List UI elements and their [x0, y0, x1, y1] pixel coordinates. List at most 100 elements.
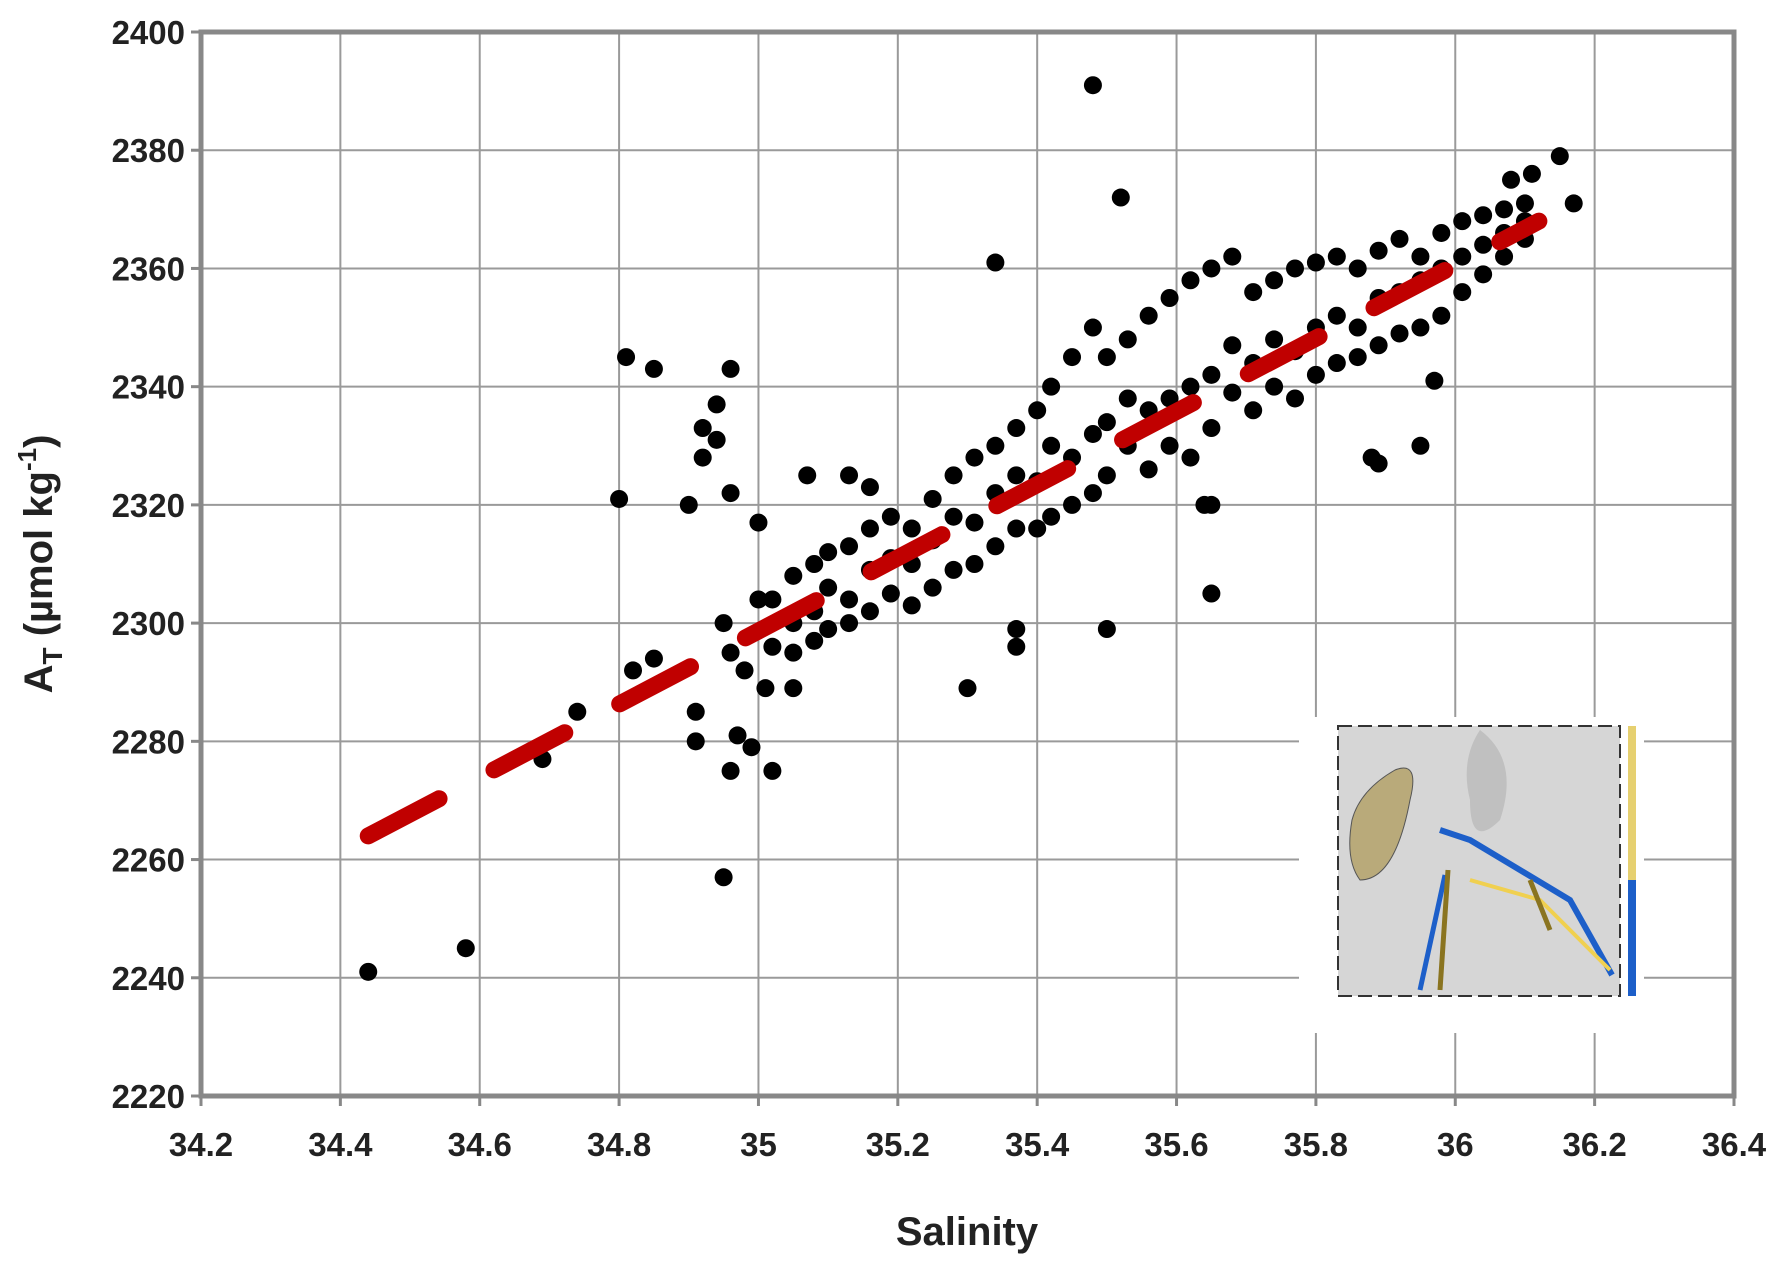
scatter-point	[1550, 147, 1569, 166]
scatter-point	[721, 359, 740, 378]
y-label-close: )	[17, 435, 61, 448]
scatter-point	[1244, 401, 1263, 420]
scatter-point	[784, 643, 803, 662]
x-tick-label: 36	[1437, 1126, 1474, 1163]
scatter-point	[1007, 466, 1026, 485]
scatter-point	[693, 448, 712, 467]
scatter-point	[1425, 371, 1444, 390]
y-label-main: A	[17, 665, 61, 694]
scatter-point	[1083, 76, 1102, 95]
scatter-point	[881, 507, 900, 526]
scatter-point	[1083, 484, 1102, 503]
scatter-point	[1202, 419, 1221, 438]
scatter-point	[1007, 620, 1026, 639]
inset-map	[1299, 717, 1644, 1033]
scatter-point	[1286, 389, 1305, 408]
scatter-point	[1042, 507, 1061, 526]
scatter-point	[944, 560, 963, 579]
x-tick-label: 34.2	[169, 1126, 233, 1163]
inset-ridge	[1466, 730, 1507, 832]
scatter-point	[763, 761, 782, 780]
scatter-point	[1265, 271, 1284, 290]
scatter-point	[1181, 271, 1200, 290]
inset-track	[1437, 869, 1553, 991]
scatter-point	[1432, 223, 1451, 242]
x-tick-label: 34.8	[587, 1126, 651, 1163]
scatter-point	[819, 578, 838, 597]
marks	[359, 76, 1583, 981]
scatter-point	[1181, 377, 1200, 396]
inset-track	[1417, 874, 1448, 991]
scatter-point	[1007, 419, 1026, 438]
y-label-unit: (µmol kg	[17, 471, 61, 647]
scatter-point	[1097, 413, 1116, 432]
scatter-point	[986, 253, 1005, 272]
scatter-point	[840, 614, 859, 633]
fit-line	[359, 212, 1548, 845]
scatter-point	[1160, 436, 1179, 455]
scatter-point	[1432, 306, 1451, 325]
scatter-point	[714, 614, 733, 633]
scatter-point	[686, 732, 705, 751]
y-tick-label: 2260	[112, 842, 185, 879]
scatter-point	[1495, 200, 1514, 219]
y-label-sub: T	[37, 647, 68, 664]
y-tick-label: 2240	[112, 960, 185, 997]
scatter-point	[923, 578, 942, 597]
scatter-point	[1202, 365, 1221, 384]
scatter-point	[819, 543, 838, 562]
y-tick-label: 2280	[112, 723, 185, 760]
x-tick-label: 35.4	[1005, 1126, 1070, 1163]
scatter-point	[1118, 389, 1137, 408]
x-tick-label: 36.2	[1563, 1126, 1627, 1163]
inset-colorbar	[1628, 880, 1636, 996]
scatter-point	[1348, 259, 1367, 278]
scatter-point	[763, 590, 782, 609]
y-label-sup: -1	[12, 448, 42, 471]
scatter-point	[707, 395, 726, 414]
inset-track	[1439, 827, 1615, 977]
scatter-point	[707, 430, 726, 449]
scatter-point	[610, 489, 629, 508]
scatter-point	[1202, 259, 1221, 278]
scatter-point	[1083, 318, 1102, 337]
scatter-point	[1369, 241, 1388, 260]
scatter-point	[686, 702, 705, 721]
scatter-point	[679, 495, 698, 514]
scatter-point	[860, 602, 879, 621]
scatter-point	[1097, 466, 1116, 485]
scatter-point	[749, 590, 768, 609]
scatter-point	[617, 348, 636, 367]
scatter-point	[1411, 247, 1430, 266]
scatter-point	[1411, 318, 1430, 337]
scatter-point	[923, 489, 942, 508]
scatter-point	[798, 466, 817, 485]
scatter-point	[1348, 348, 1367, 367]
scatter-point	[1097, 620, 1116, 639]
scatter-point	[1453, 212, 1472, 231]
x-tick-label: 35.6	[1144, 1126, 1208, 1163]
scatter-point	[714, 868, 733, 887]
scatter-point	[819, 620, 838, 639]
scatter-point	[965, 513, 984, 532]
x-tick-label: 34.4	[308, 1126, 373, 1163]
scatter-point	[1564, 194, 1583, 213]
plot-frame	[198, 29, 1737, 1099]
scatter-point	[944, 507, 963, 526]
scatter-point	[860, 478, 879, 497]
y-tick-label: 2300	[112, 605, 185, 642]
scatter-point	[805, 631, 824, 650]
scatter-point	[1390, 324, 1409, 343]
scatter-point	[721, 643, 740, 662]
y-tick-label: 2380	[112, 132, 185, 169]
scatter-point	[735, 661, 754, 680]
scatter-point	[1306, 365, 1325, 384]
y-tick-label: 2400	[112, 14, 185, 51]
scatter-point	[1453, 283, 1472, 302]
scatter-point	[1390, 229, 1409, 248]
scatter-point	[1223, 383, 1242, 402]
scatter-point	[1160, 289, 1179, 307]
scatter-point	[1522, 164, 1541, 183]
scatter-point	[568, 702, 587, 721]
